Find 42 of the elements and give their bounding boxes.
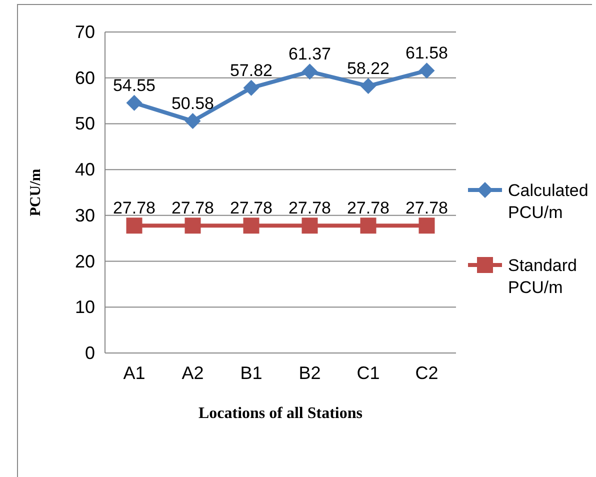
data-label: 27.78 (346, 198, 390, 218)
y-tick-label: 50 (74, 114, 95, 134)
y-tick-label: 60 (74, 68, 95, 88)
point (184, 218, 201, 234)
y-tick-label: 20 (74, 251, 95, 272)
point (302, 64, 318, 80)
legend-label: Standard PCU/m (508, 256, 577, 297)
y-tick-label: 70 (74, 22, 95, 42)
data-label: 61.37 (288, 44, 332, 64)
data-label: 50.58 (171, 94, 214, 114)
data-label: 57.82 (230, 60, 273, 80)
y-tick-label: 40 (74, 160, 95, 180)
y-tick-label: 0 (84, 343, 95, 363)
point (418, 62, 435, 79)
y-tick-label: 10 (74, 297, 95, 318)
point (243, 218, 260, 234)
point (243, 80, 260, 96)
data-label: 27.78 (230, 198, 273, 218)
data-label: 61.58 (405, 44, 448, 63)
point (360, 78, 376, 94)
point (360, 218, 376, 234)
data-label: 58.22 (346, 59, 390, 78)
point (184, 113, 201, 130)
data-label: 54.55 (112, 76, 156, 95)
x-axis-title: Locations of all Stations (198, 405, 363, 422)
point (418, 218, 435, 234)
point (126, 94, 142, 111)
x-tick-label: A1 (123, 363, 146, 383)
point (302, 218, 318, 234)
y-axis-title: PCU/m (28, 168, 44, 216)
data-label: 27.78 (405, 198, 448, 218)
y-tick-label: 30 (74, 205, 95, 226)
x-tick-label: C1 (356, 363, 380, 383)
x-tick-label: A2 (182, 363, 204, 383)
data-label: 27.78 (112, 198, 156, 218)
x-tick-label: B2 (298, 363, 321, 383)
x-tick-label: C2 (415, 363, 438, 383)
legend-label: Calculated PCU/m (508, 181, 588, 222)
data-label: 27.78 (171, 198, 214, 218)
x-tick-label: B1 (240, 363, 262, 383)
point (126, 218, 142, 234)
data-label: 27.78 (288, 198, 332, 218)
